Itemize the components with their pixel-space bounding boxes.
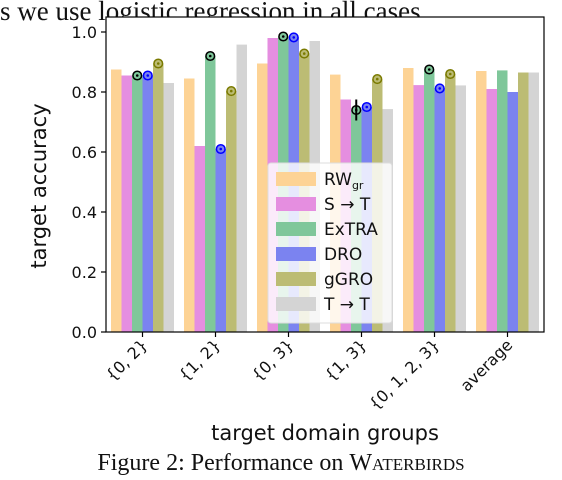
legend-swatch [276,272,316,286]
bar-rw-5 [476,71,487,332]
figure-caption: Figure 2: Performance on Waterbirds [0,450,562,477]
x-axis-label: target domain groups [211,421,439,445]
bar-ggro-1 [226,91,237,332]
bar-s-t-4 [413,85,424,332]
bar-chart: 0.0 0.2 0.4 0.6 0.8 1.0 {0, 2} {1, 2} {0, 3} {1,… [27,16,545,445]
bar-dro-5 [507,92,518,332]
legend-item-dro: DRO [276,245,362,265]
legend-item-ggro: gGRO [276,270,373,290]
marker-ggro-2 [299,48,310,59]
marker-ggro-4 [445,68,456,80]
x-tick-label: average [457,335,517,395]
bar-extra-0 [132,75,143,332]
bar-ggro-0 [153,63,164,332]
legend-swatch [276,297,316,311]
bar-extra-1 [205,56,216,332]
marker-extra-1 [205,50,216,62]
marker-group [132,31,456,155]
legend: RWgr S → T ExTRA DRO gGRO T → T [267,162,393,324]
marker-dro-2 [288,32,299,43]
bar-rw-1 [184,78,195,332]
bar-dro-4 [434,88,445,333]
bar-ggro-4 [445,74,456,332]
caption-prefix: Figure 2: Performance on [97,450,350,476]
bar-dro-0 [142,75,153,332]
bar-s-t-1 [194,146,205,332]
bar-extra-4 [424,69,435,332]
legend-label: DRO [324,245,362,265]
marker-extra-2 [278,31,289,42]
legend-label: gGRO [324,270,373,290]
legend-item-s-t: S → T [276,195,371,215]
x-tick-label: {0, 3} [248,335,297,384]
plot-frame [105,16,545,333]
legend-item-rw: RWgr [276,170,364,192]
x-axis: {0, 2} {1, 2} {0, 3} {1, 3}{0, 1, 2, 3} aver… [102,332,516,414]
marker-ggro-1 [226,86,237,97]
marker-dro-3 [361,101,372,113]
legend-swatch [276,247,316,261]
y-axis-label: target accuracy [27,103,51,268]
legend-label: T → T [323,295,370,315]
bar-t-t-5 [528,72,539,332]
bar-rw-0 [111,69,122,332]
legend-swatch [276,197,316,211]
y-tick-label: 0.4 [72,203,97,222]
x-tick-label: {0, 2} [102,335,151,384]
x-tick-label: {1, 3} [321,335,370,384]
y-tick-label: 0.2 [72,263,97,282]
bar-dro-1 [215,149,226,332]
marker-extra-4 [424,64,435,75]
y-tick-label: 0.6 [72,143,97,162]
bar-s-t-5 [486,89,497,332]
bar-ggro-5 [518,72,529,332]
marker-extra-0 [132,70,143,81]
marker-dro-4 [434,83,445,94]
marker-dro-1 [215,143,226,155]
bar-s-t-0 [121,75,132,332]
legend-label: S → T [324,195,371,215]
marker-dro-0 [142,70,153,81]
legend-swatch [276,172,316,186]
bar-t-t-4 [455,85,466,333]
bar-rw-2 [257,63,268,332]
marker-ggro-3 [372,74,383,85]
y-tick-label: 1.0 [72,23,97,42]
y-tick-label: 0.8 [72,83,97,102]
legend-swatch [276,222,316,236]
bar-extra-5 [497,70,508,333]
y-tick-label: 0.0 [72,323,97,342]
x-tick-label: {0, 1, 2, 3} [365,335,443,413]
legend-item-t-t: T → T [276,295,370,315]
y-axis: 0.0 0.2 0.4 0.6 0.8 1.0 [72,23,106,342]
legend-item-extra: ExTRA [276,220,378,240]
bar-t-t-1 [236,44,247,332]
bar-rw-4 [403,68,414,332]
legend-label: ExTRA [324,220,378,240]
x-tick-label: {1, 2} [175,335,224,384]
marker-ggro-0 [153,58,164,69]
caption-dataset-name: Waterbirds [349,450,465,476]
bar-t-t-0 [163,83,174,332]
